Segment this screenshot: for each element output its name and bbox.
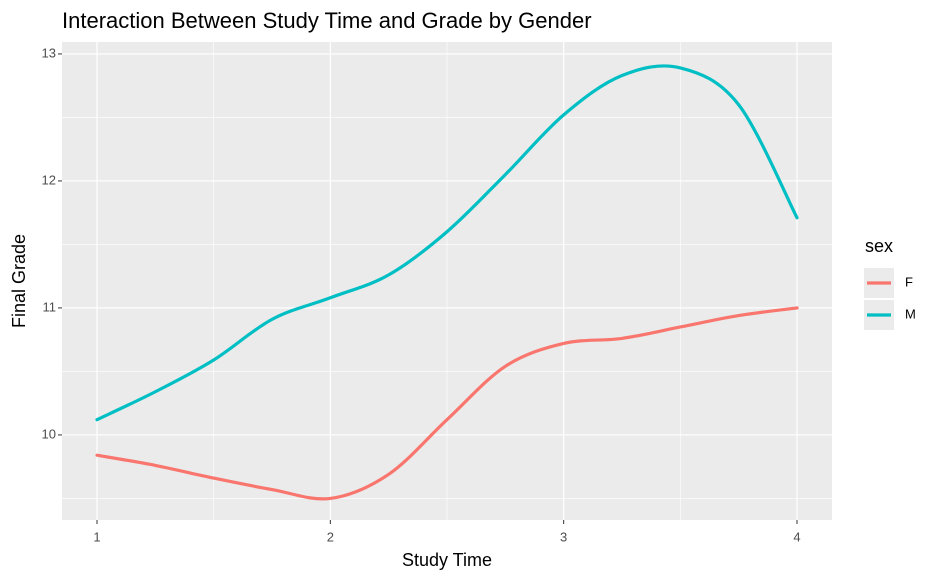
y-tick-label: 11 bbox=[43, 299, 57, 314]
x-tick-label: 4 bbox=[793, 529, 800, 544]
y-axis-title: Final Grade bbox=[9, 234, 29, 328]
y-tick-label: 12 bbox=[42, 172, 56, 187]
legend-label: F bbox=[905, 274, 913, 289]
line bbox=[95, 64, 799, 422]
legend-title: sex bbox=[865, 236, 893, 256]
y-tick-label: 13 bbox=[42, 45, 56, 60]
x-tick-label: 1 bbox=[93, 529, 100, 544]
x-axis-title: Study Time bbox=[402, 550, 492, 570]
chart-title: Interaction Between Study Time and Grade… bbox=[62, 8, 592, 33]
line bbox=[95, 306, 799, 501]
x-tick-label: 3 bbox=[560, 529, 567, 544]
x-tick-label: 2 bbox=[327, 529, 334, 544]
legend-label: M bbox=[905, 306, 916, 321]
y-tick-label: 10 bbox=[42, 426, 56, 441]
